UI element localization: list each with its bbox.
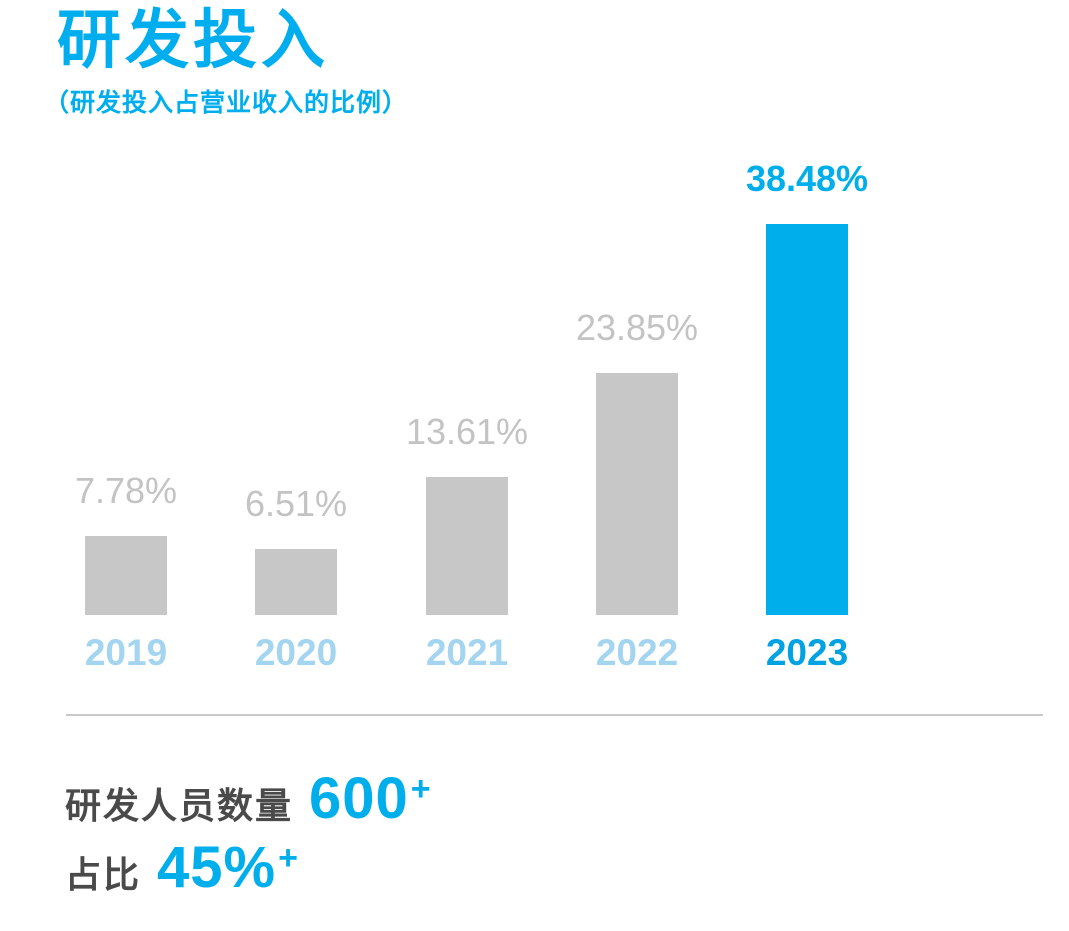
bar-year-label-2023: 2023 bbox=[765, 632, 849, 673]
bar-2023 bbox=[766, 224, 848, 615]
bar-2019 bbox=[85, 536, 167, 615]
stat-plus-sign: + bbox=[278, 839, 298, 877]
stat-label-headcount: 研发人员数量 bbox=[65, 785, 294, 826]
stat-line-rd-headcount: 研发人员数量 600 + bbox=[65, 770, 431, 829]
bar-year-label-2022: 2022 bbox=[595, 632, 679, 673]
stats-block: 研发人员数量 600 + 占比 45% + bbox=[65, 770, 431, 898]
bar-value-label-2020: 6.51% bbox=[244, 483, 348, 524]
stat-value-ratio: 45% bbox=[157, 835, 277, 900]
stat-line-rd-ratio: 占比 45% + bbox=[65, 839, 431, 898]
divider-line bbox=[66, 714, 1043, 716]
bar-year-label-2021: 2021 bbox=[425, 632, 509, 673]
stat-plus-sign: + bbox=[410, 770, 431, 808]
bar-value-label-2022: 23.85% bbox=[575, 307, 699, 348]
bar-2022 bbox=[596, 373, 678, 615]
stat-label-ratio: 占比 bbox=[65, 854, 142, 895]
page-title: 研发投入 bbox=[57, 4, 329, 76]
bar-2021 bbox=[426, 477, 508, 615]
bar-year-label-2020: 2020 bbox=[254, 632, 338, 673]
bar-value-label-2023: 38.48% bbox=[745, 158, 869, 199]
bar-2020 bbox=[255, 549, 337, 615]
bar-value-label-2021: 13.61% bbox=[405, 411, 529, 452]
bar-value-label-2019: 7.78% bbox=[74, 470, 178, 511]
page-subtitle: （研发投入占营业收入的比例） bbox=[44, 89, 409, 117]
stat-value-headcount: 600 bbox=[309, 766, 409, 831]
bar-year-label-2019: 2019 bbox=[84, 632, 168, 673]
